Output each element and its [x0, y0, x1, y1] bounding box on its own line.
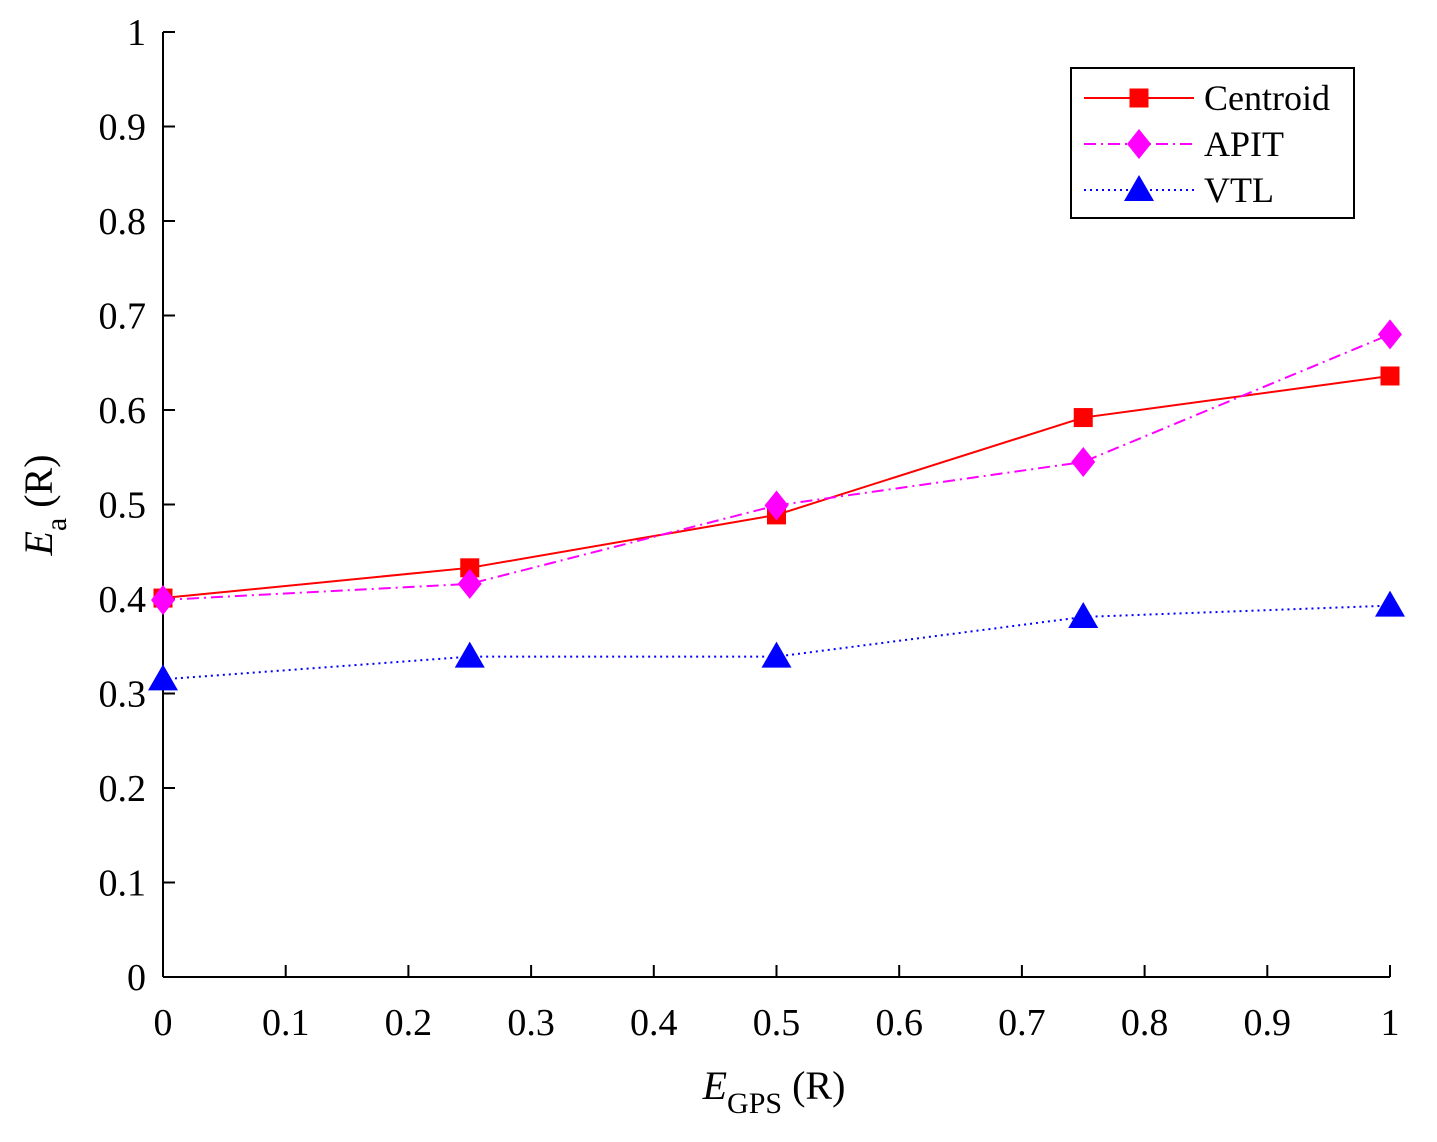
y-tick-label: 0.4: [99, 579, 147, 621]
apit-point: [764, 490, 789, 521]
vtl-line: [162, 604, 1391, 681]
y-tick-label: 0.3: [99, 674, 147, 716]
legend: Centroid APIT VTL: [1070, 67, 1355, 219]
series-vtl: [148, 590, 1405, 691]
x-tick-label: 1: [1381, 1002, 1400, 1044]
x-tick-label: 0.5: [753, 1002, 801, 1044]
centroid-point: [460, 558, 480, 578]
legend-centroid-marker: [1129, 88, 1149, 108]
x-axis-unit: (R): [792, 1063, 845, 1108]
apit-point: [1378, 319, 1402, 350]
apit-point: [151, 584, 175, 615]
y-tick-label: 0: [127, 957, 146, 999]
y-tick-label: 0.2: [99, 768, 147, 810]
x-tick-label: 0.6: [875, 1002, 923, 1044]
y-tick-label: 0.1: [99, 863, 147, 905]
x-tick-label: 0.4: [630, 1002, 678, 1044]
x-tick-label: 0: [154, 1002, 173, 1044]
y-tick-label: 1: [127, 12, 146, 54]
x-tick-label: 0.1: [262, 1002, 310, 1044]
centroid-line: [162, 374, 1391, 600]
vtl-point: [1068, 601, 1099, 628]
vtl-point: [148, 664, 178, 691]
series-centroid: [153, 366, 1400, 608]
apit-line: [162, 333, 1391, 601]
x-tick-label: 0.3: [507, 1002, 555, 1044]
x-tick-label: 0.9: [1244, 1002, 1292, 1044]
vtl-point: [454, 641, 485, 668]
vtl-point: [761, 641, 792, 668]
y-tick-label: 0.9: [99, 107, 147, 149]
x-axis-label: EGPS (R): [702, 1063, 846, 1120]
y-tick-label: 0.7: [99, 296, 147, 338]
apit-point: [1071, 446, 1096, 477]
x-tick-label: 0.8: [1121, 1002, 1169, 1044]
y-tick-label: 0.8: [99, 201, 147, 243]
centroid-point: [1380, 366, 1400, 386]
y-axis-label: Ea(R): [16, 454, 73, 556]
x-tick-label: 0.7: [998, 1002, 1046, 1044]
series-layer: [148, 319, 1405, 691]
x-tick-label: 0.2: [385, 1002, 433, 1044]
apit-point: [457, 568, 482, 599]
legend-apit-label: APIT: [1204, 124, 1284, 164]
series-apit: [151, 319, 1402, 615]
vtl-point: [1375, 590, 1405, 617]
y-axis-unit: (R): [16, 454, 61, 507]
axes: 0 0.1 0.2 0.3 0.4 0.5 0.6 0.7 0.8 0.9 1 0 0.1 0.2 0.3 0…: [99, 12, 1400, 1044]
legend-vtl-marker: [1124, 175, 1154, 201]
y-tick-label: 0.6: [99, 390, 147, 432]
legend-vtl-label: VTL: [1204, 170, 1274, 210]
legend-centroid-label: Centroid: [1204, 78, 1330, 118]
legend-apit-marker: [1127, 129, 1151, 159]
centroid-point: [1073, 408, 1093, 428]
y-tick-label: 0.5: [99, 485, 147, 527]
